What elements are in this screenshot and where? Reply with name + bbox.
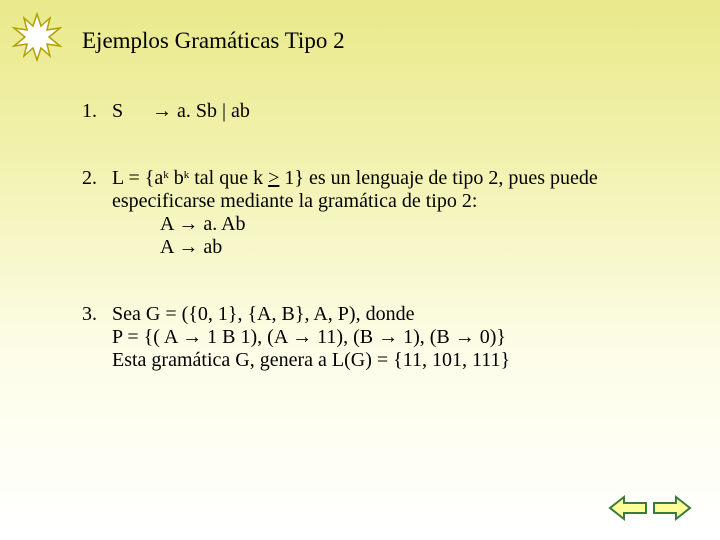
- item-number: 3.: [82, 303, 112, 372]
- arrow-icon: →: [152, 100, 172, 122]
- nav-prev-icon[interactable]: [608, 494, 648, 522]
- rhs: a. Ab: [198, 213, 245, 235]
- text-part: P = {( A: [112, 326, 182, 348]
- nav-controls: [608, 494, 692, 522]
- slide-title: Ejemplos Gramáticas Tipo 2: [82, 28, 345, 54]
- arrow-icon: →: [455, 326, 475, 348]
- grammar-def: Sea G = ({0, 1}, {A, B}, A, P), donde: [112, 303, 682, 326]
- text-part: b: [169, 167, 184, 189]
- arrow-icon: →: [292, 326, 312, 348]
- burst-icon: [12, 12, 62, 67]
- production-line: A → a. Ab: [160, 213, 682, 236]
- text-part: L = {a: [112, 167, 163, 189]
- superscript-k: k: [184, 169, 190, 181]
- item-number: 2.: [82, 167, 112, 259]
- superscript-k: k: [163, 169, 169, 181]
- example-2: 2. L = {ak bk tal que k > 1} es un lengu…: [82, 167, 682, 259]
- symbol-s: S: [112, 100, 152, 123]
- lhs: A: [160, 213, 178, 235]
- item-number: 1.: [82, 100, 112, 123]
- production-set: P = {( A → 1 B 1), (A → 11), (B → 1), (B…: [112, 326, 682, 349]
- rhs-text: a. Sb | ab: [172, 100, 250, 122]
- rhs: ab: [198, 236, 222, 258]
- arrow-icon: →: [178, 213, 198, 235]
- example-3: 3. Sea G = ({0, 1}, {A, B}, A, P), donde…: [82, 303, 682, 372]
- production-text: → a. Sb | ab: [152, 100, 250, 123]
- example-1: 1. S → a. Sb | ab: [82, 100, 682, 123]
- production-line: A → ab: [160, 236, 682, 259]
- language-result: Esta gramática G, genera a L(G) = {11, 1…: [112, 349, 682, 372]
- arrow-icon: →: [182, 326, 202, 348]
- arrow-icon: →: [378, 326, 398, 348]
- text-part: 1 B 1), (A: [202, 326, 292, 348]
- text-part: 1), (B: [398, 326, 455, 348]
- ge-symbol: >: [268, 167, 279, 189]
- text-part: 0)}: [475, 326, 506, 348]
- nav-next-icon[interactable]: [652, 494, 692, 522]
- text-part: tal que k: [189, 167, 268, 189]
- text-part: 11), (B: [312, 326, 378, 348]
- arrow-icon: →: [178, 236, 198, 258]
- lhs: A: [160, 236, 178, 258]
- content-area: 1. S → a. Sb | ab 2. L = {ak bk tal que …: [82, 100, 682, 372]
